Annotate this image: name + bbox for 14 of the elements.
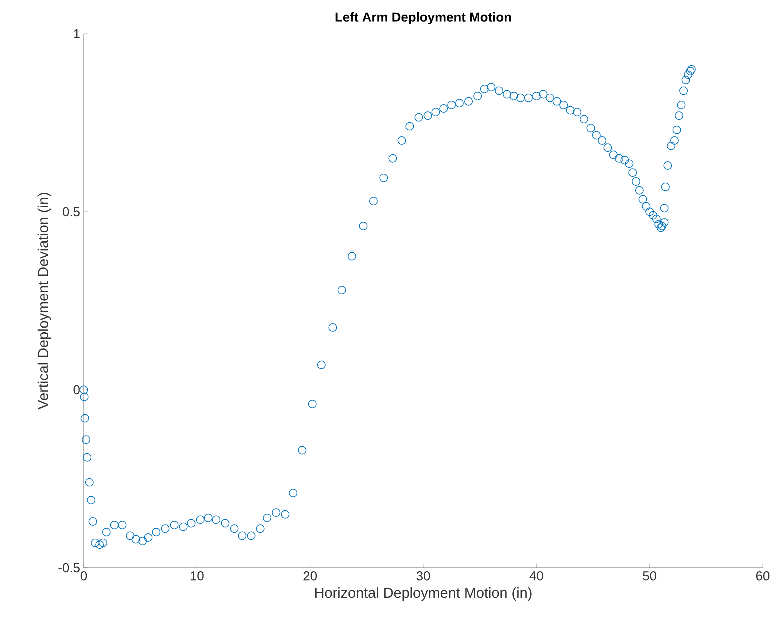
- x-tick-label: 30: [416, 572, 430, 581]
- y-tick-label: -0.5: [58, 563, 80, 573]
- x-tick-label: 0: [80, 572, 88, 581]
- y-axis-title: Vertical Deployment Deviation (in): [38, 193, 52, 410]
- x-tick-label: 20: [304, 572, 318, 581]
- x-tick-label: 10: [190, 572, 204, 581]
- x-tick-label: 60: [756, 572, 770, 581]
- y-tick-label: 1: [74, 30, 80, 38]
- x-tick-label: 40: [530, 572, 544, 581]
- x-axis-title: Horizontal Deployment Motion (in): [316, 588, 532, 601]
- y-tick-label: 0.5: [62, 207, 80, 217]
- chart-title: Left Arm Deployment Motion: [336, 12, 512, 24]
- x-tick-label: 50: [643, 572, 657, 581]
- y-tick-label: 0: [74, 385, 80, 395]
